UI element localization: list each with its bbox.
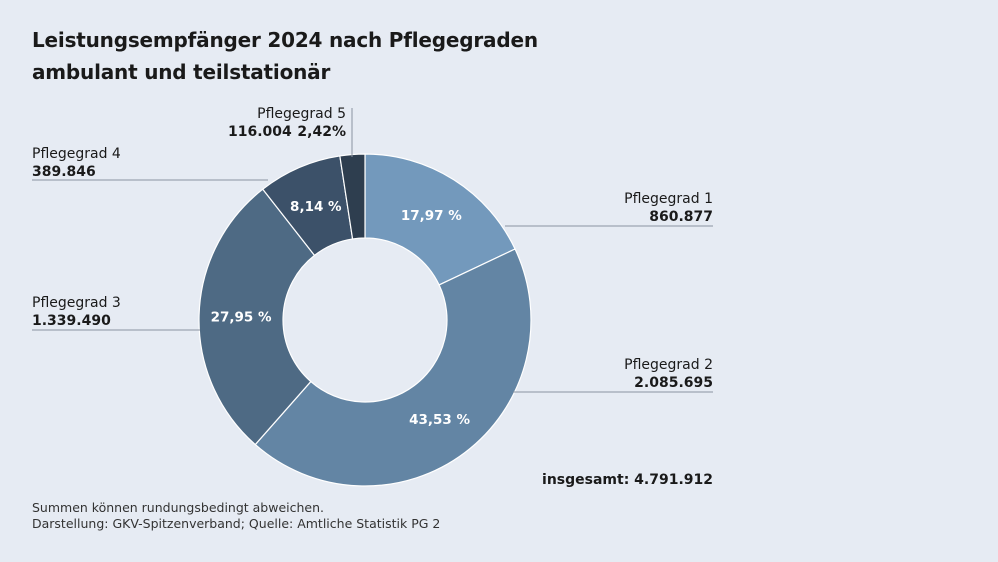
slice-1 (364, 153, 516, 286)
category-label-4: Pflegegrad 4 (32, 146, 121, 162)
category-label-1: Pflegegrad 1 (624, 191, 713, 207)
footer-source: Darstellung: GKV-Spitzenverband; Quelle:… (32, 516, 441, 531)
category-label-3: Pflegegrad 3 (32, 295, 121, 311)
value-label-2: 2.085.695 (634, 375, 713, 391)
value-label-1: 860.877 (649, 209, 713, 225)
percent-label-3: 27,95 % (211, 309, 272, 325)
value-label-4: 389.846 (32, 164, 96, 180)
percent-label-4: 8,14 % (290, 199, 342, 215)
percent-label-2: 43,53 % (409, 412, 470, 428)
footer: Summen können rundungsbedingt abweichen.… (32, 500, 440, 532)
category-label-5: Pflegegrad 5 (257, 106, 346, 122)
leader-lines (32, 108, 713, 393)
value-label-3: 1.339.490 (32, 313, 111, 329)
slice-3 (198, 188, 316, 446)
chart-title: Leistungsempfänger 2024 nach Pflegegrade… (32, 24, 538, 88)
value-label-5: 116.004 (228, 124, 292, 140)
footer-note: Summen können rundungsbedingt abweichen. (32, 500, 325, 515)
category-label-2: Pflegegrad 2 (624, 357, 713, 373)
percent-label-1: 17,97 % (401, 208, 462, 224)
slice-labels: Pflegegrad 1 860.877 17,97 % Pflegegrad 2 2.… (32, 106, 713, 428)
slice-2 (254, 248, 532, 487)
chart-title-line1: Leistungsempfänger 2024 nach Pflegegrade… (32, 28, 538, 52)
total-label: insgesamt: 4.791.912 (542, 472, 713, 488)
chart-title-line2: ambulant und teilstationär (32, 60, 331, 84)
percent-label-5: 2,42% (297, 124, 346, 140)
slice-5 (339, 153, 366, 240)
donut-slices (198, 153, 532, 487)
